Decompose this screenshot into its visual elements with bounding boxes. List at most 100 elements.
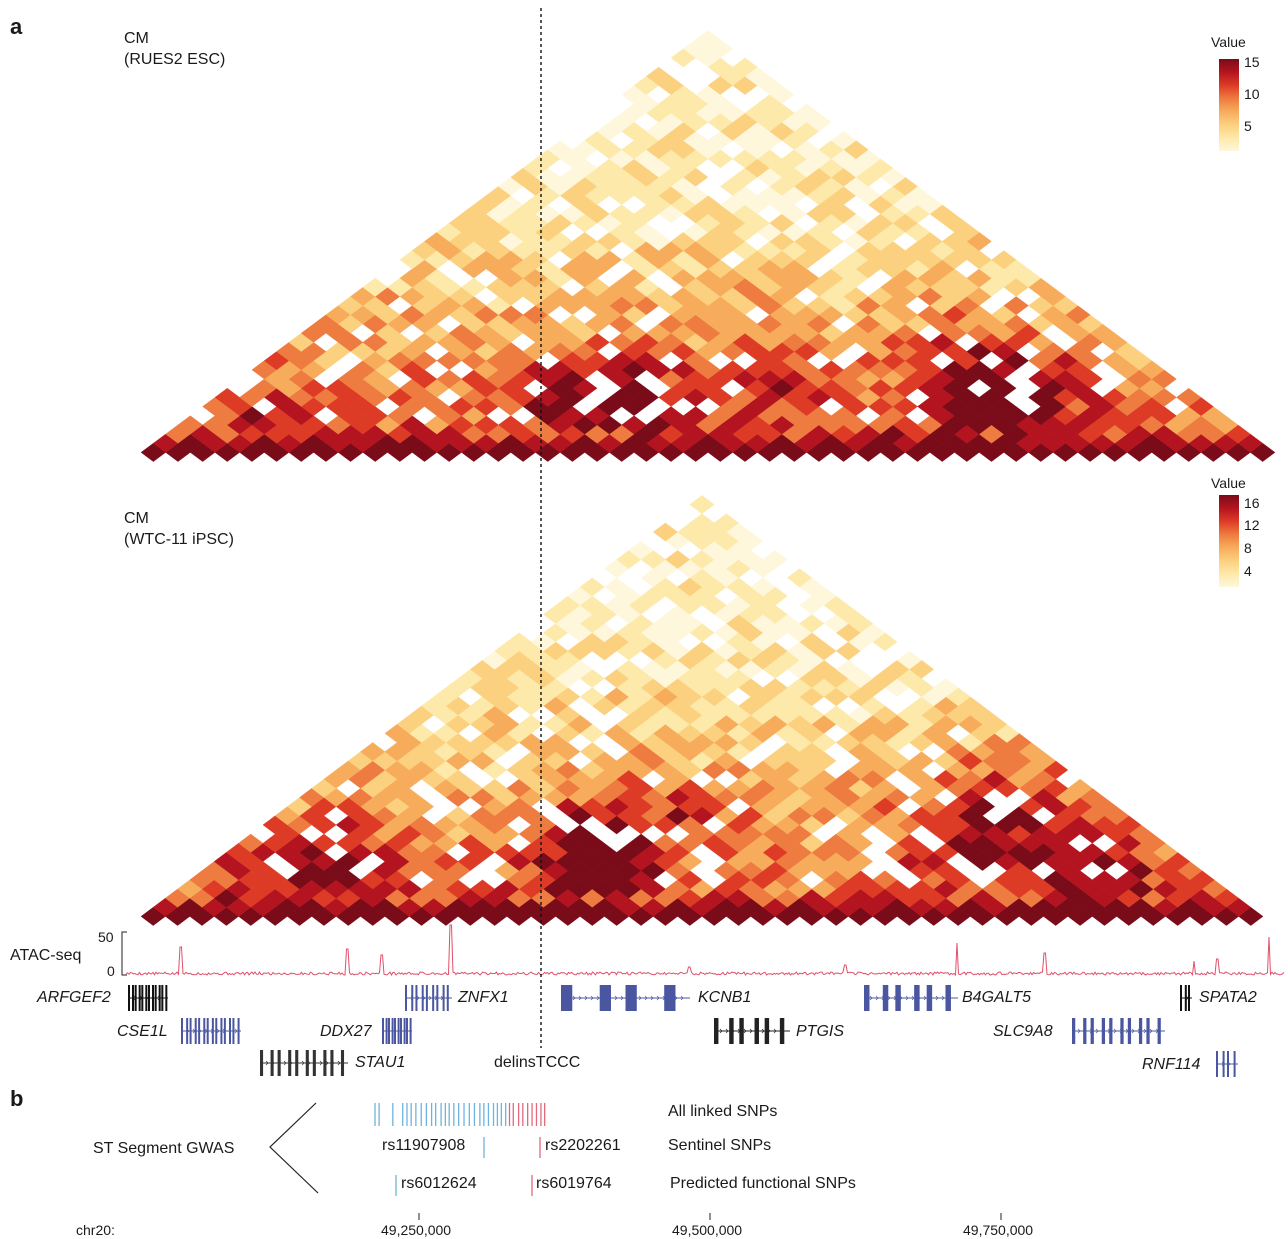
- atac-tick-bottom: 0: [107, 963, 115, 979]
- heatmap-rues2-esc: [140, 30, 1276, 462]
- gene-exon: [400, 1018, 402, 1044]
- axis-chrom-label: chr20:: [76, 1222, 115, 1238]
- gene-exon: [189, 1018, 192, 1044]
- gene-label-stau1: STAU1: [355, 1054, 406, 1071]
- gene-exon: [1188, 985, 1190, 1011]
- gene-exon: [779, 1018, 785, 1044]
- heatmap-cell: [762, 678, 788, 698]
- gene-exon: [1157, 1018, 1161, 1044]
- gene-strand-arrow: [749, 1028, 753, 1034]
- gene-exon: [411, 985, 414, 1011]
- gene-exon: [421, 985, 424, 1011]
- heatmap-cell: [732, 57, 758, 77]
- gene-strand-arrow: [941, 995, 945, 1001]
- gene-exon: [203, 1018, 206, 1044]
- gene-strand-arrow: [590, 995, 594, 1001]
- heatmap-cell: [628, 833, 654, 853]
- gene-exon: [260, 1050, 264, 1076]
- row-label-all-linked: All linked SNPs: [668, 1103, 778, 1120]
- snp-label: rs6012624: [401, 1175, 477, 1192]
- heatmap-cell: [567, 824, 593, 844]
- gene-model: [561, 985, 690, 1011]
- gene-label-ptgis: PTGIS: [796, 1023, 845, 1040]
- gene-model: [1180, 985, 1192, 1011]
- heatmap-cell: [933, 678, 959, 698]
- legend2-tick: 8: [1244, 540, 1252, 556]
- gene-strand-arrow: [428, 995, 432, 1001]
- atac-label: ATAC-seq: [10, 947, 82, 964]
- gene-exon: [446, 985, 449, 1011]
- gene-label-kcnb1: KCNB1: [698, 989, 752, 1006]
- heatmap-cell: [835, 659, 861, 679]
- gene-exon: [161, 985, 164, 1011]
- snp-label: rs2202261: [545, 1137, 621, 1154]
- heatmap-cell: [461, 277, 487, 297]
- heatmap-cell: [469, 879, 496, 899]
- heatmap-wtc11-ipsc: [140, 495, 1264, 926]
- heatmap-cell: [908, 751, 935, 771]
- heatmap-cell: [572, 231, 598, 251]
- heatmap-cell: [787, 568, 813, 588]
- gene-strand-arrow: [1149, 1028, 1153, 1034]
- gene-strand-arrow: [283, 1060, 287, 1066]
- heatmap-cell: [177, 415, 203, 435]
- gene-exon: [394, 1018, 396, 1044]
- gene-strand-arrow: [620, 995, 624, 1001]
- legend2-colorbar: [1219, 495, 1239, 587]
- legend2-tick: 12: [1244, 517, 1260, 533]
- heatmap-cell: [238, 833, 264, 853]
- gene-exon: [388, 1018, 390, 1044]
- row-label-sentinel: Sentinel SNPs: [668, 1137, 772, 1154]
- gene-exon: [739, 1018, 744, 1044]
- gene-strand-arrow: [719, 1028, 723, 1034]
- gene-strand-arrow: [572, 995, 576, 1001]
- gene-exon: [194, 1018, 197, 1044]
- gene-strand-arrow: [301, 1060, 305, 1066]
- heatmap-cell: [1176, 387, 1202, 407]
- gene-exon: [1127, 1018, 1132, 1044]
- gene-exon: [625, 985, 637, 1011]
- heatmap-cell: [683, 406, 709, 426]
- gene-exon: [211, 1018, 214, 1044]
- gene-exon: [882, 985, 889, 1011]
- heatmap-cell: [701, 778, 727, 798]
- gene-exon: [714, 1018, 719, 1044]
- heatmap-cell: [646, 66, 672, 86]
- gene-strand-arrow: [265, 1060, 269, 1066]
- gene-strand-arrow: [875, 995, 879, 1001]
- gene-exon: [323, 1050, 327, 1076]
- gene-model: [181, 1018, 241, 1044]
- gene-exon: [1138, 1018, 1143, 1044]
- atac-track: [121, 924, 1285, 977]
- gene-exon: [397, 1018, 400, 1044]
- gene-strand-arrow: [1095, 1028, 1099, 1034]
- heatmap-cell: [360, 742, 386, 762]
- gene-strand-arrow: [614, 995, 618, 1001]
- legend1-tick: 10: [1244, 86, 1260, 102]
- gene-strand-arrow: [325, 1060, 329, 1066]
- gene-strand-arrow: [680, 995, 684, 1001]
- gene-exon: [138, 985, 141, 1011]
- gene-exon: [382, 1018, 384, 1044]
- heatmap-cell: [604, 577, 630, 597]
- heatmap-cell: [362, 277, 388, 297]
- heatmap-cell: [991, 250, 1017, 270]
- heatmap-cell: [658, 406, 684, 426]
- genomic-axis: [418, 1213, 1002, 1220]
- gene-exon: [223, 1018, 226, 1044]
- gene-exon: [1101, 1018, 1106, 1044]
- gene-exon: [664, 985, 676, 1011]
- gene-label-arfgef2: ARFGEF2: [37, 989, 111, 1006]
- gene-exon: [432, 985, 435, 1011]
- heatmap-cell: [689, 641, 715, 661]
- legend2-tick: 16: [1244, 495, 1260, 511]
- gene-strand-arrow: [1143, 1028, 1147, 1034]
- heatmap-cell: [689, 495, 715, 514]
- gene-exon: [729, 1018, 734, 1044]
- heatmap-cell: [1091, 870, 1117, 890]
- gene-model: [405, 985, 452, 1011]
- heatmap-cell: [872, 870, 898, 890]
- gene-strand-arrow: [416, 995, 420, 1001]
- gene-strand-arrow: [234, 1028, 238, 1034]
